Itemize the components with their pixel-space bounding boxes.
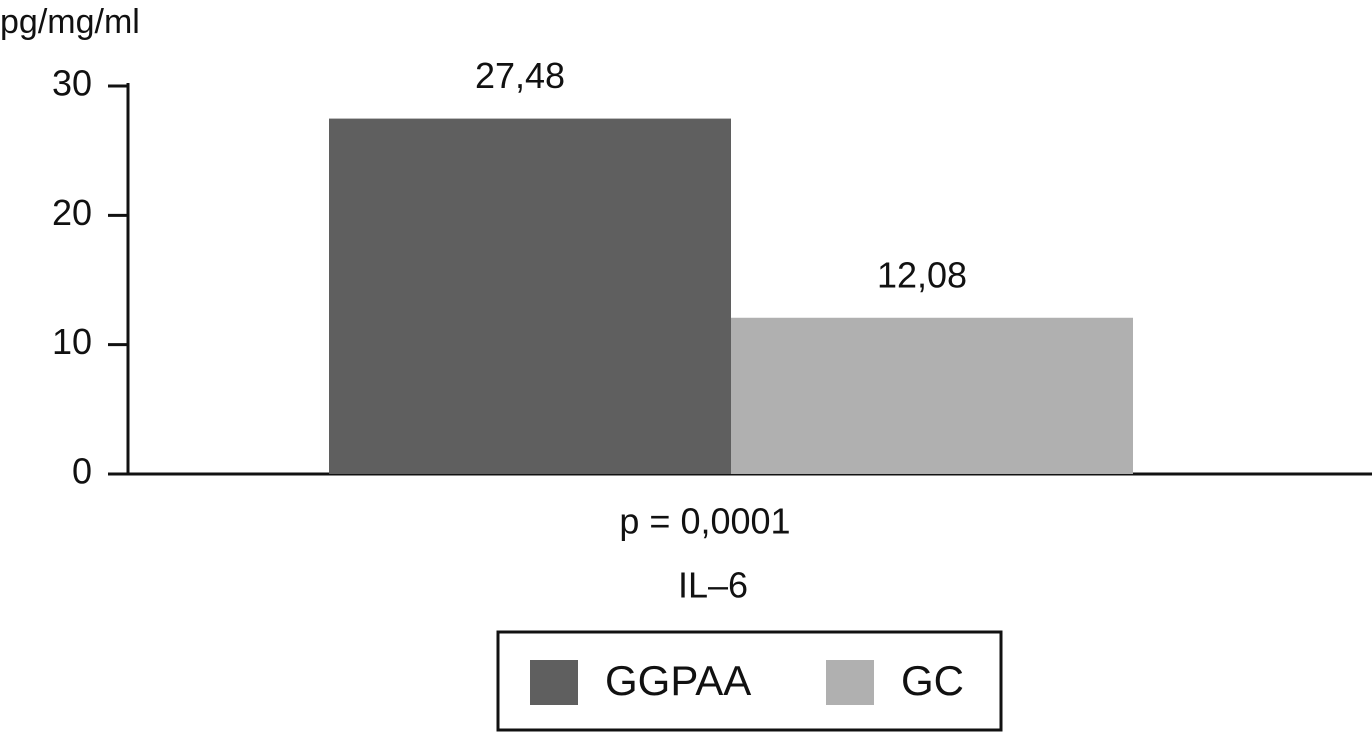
y-tick-label: 0 — [72, 451, 92, 492]
value-label: 27,48 — [475, 55, 565, 96]
legend-label: GC — [901, 657, 964, 704]
y-tick-label: 10 — [52, 321, 92, 362]
legend-swatch — [826, 660, 874, 705]
legend-swatch — [530, 660, 578, 705]
y-axis-label: pg/mg/ml — [0, 3, 140, 41]
y-tick-label: 30 — [52, 63, 92, 104]
legend-box — [496, 630, 1003, 732]
value-label: 12,08 — [877, 254, 967, 295]
bar — [329, 118, 731, 474]
legend-label: GGPAA — [605, 657, 751, 704]
x-tick-label: IL–6 — [678, 565, 748, 606]
annotation: p = 0,0001 — [619, 501, 790, 542]
bar — [731, 317, 1133, 474]
y-tick-label: 20 — [52, 192, 92, 233]
